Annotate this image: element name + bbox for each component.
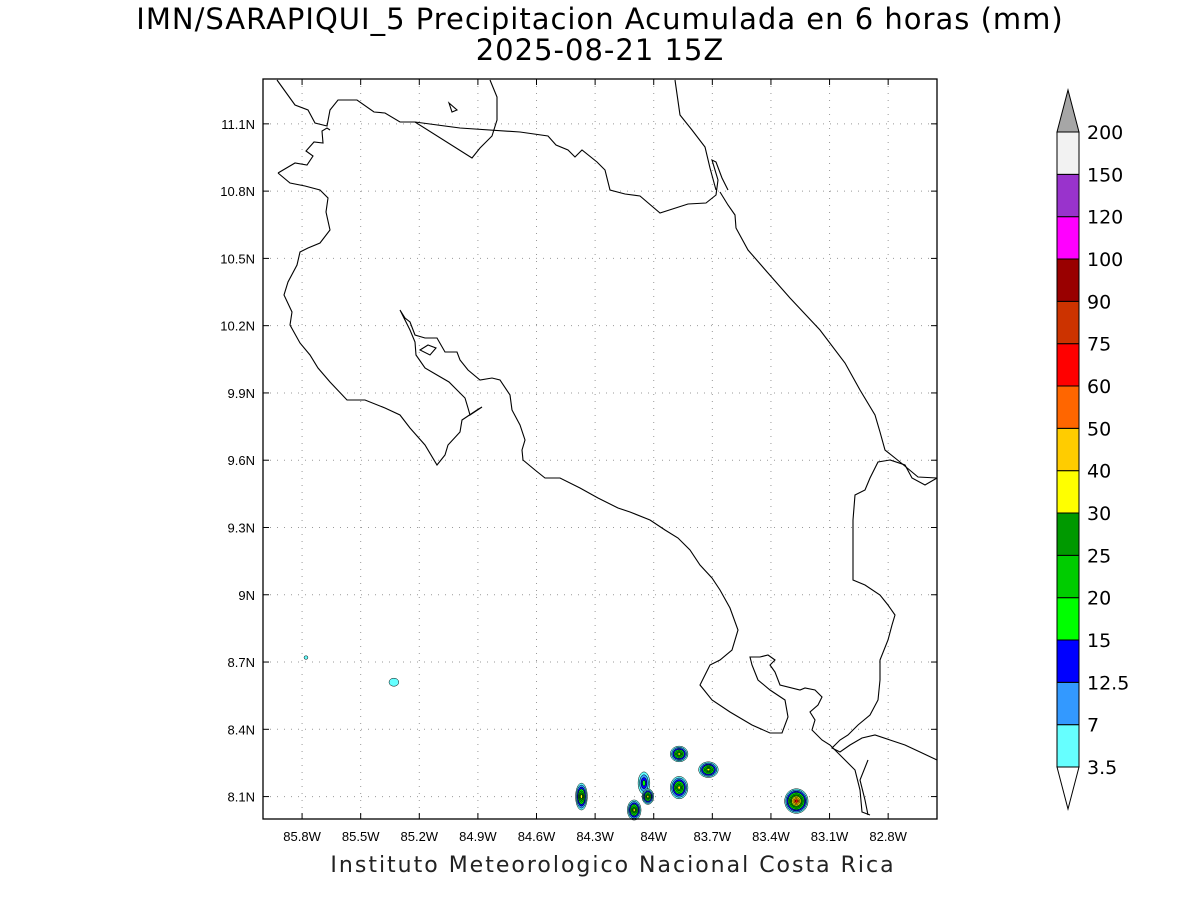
y-tick-label: 10.2N xyxy=(220,319,255,334)
panama-border xyxy=(831,459,938,761)
northern-border-caribbean-coast xyxy=(277,79,938,479)
rain-contour xyxy=(706,768,711,772)
colorbar-label: 20 xyxy=(1087,588,1111,610)
colorbar-swatch xyxy=(1056,131,1080,175)
x-tick-label: 85.5W xyxy=(342,829,380,844)
x-axis-ticks: 85.8W 85.5W 85.2W 84.9W 84.6W 84.3W 84W 83.7W 83… xyxy=(283,79,908,844)
gulf-island xyxy=(418,344,437,356)
y-tick-label: 9.9N xyxy=(228,386,255,401)
colorbar-label: 200 xyxy=(1087,122,1123,144)
colorbar-swatch xyxy=(1056,554,1080,599)
rain-cell xyxy=(698,761,719,778)
x-tick-label: 85.8W xyxy=(283,829,321,844)
x-tick-label: 84W xyxy=(640,829,667,844)
y-tick-label: 11.1N xyxy=(221,117,255,132)
y-tick-label: 8.7N xyxy=(228,655,255,670)
x-tick-label: 84.9W xyxy=(459,829,497,844)
x-tick-label: 83.7W xyxy=(694,829,732,844)
y-tick-label: 9.3N xyxy=(228,520,255,535)
rain-cell xyxy=(641,788,654,805)
rain-cell xyxy=(670,745,689,763)
colorbar-swatch xyxy=(1056,724,1080,768)
rain-contour xyxy=(794,799,798,803)
colorbar-label: 40 xyxy=(1087,461,1111,483)
colorbar-label: 7 xyxy=(1087,715,1099,737)
colorbar-swatch xyxy=(1056,258,1080,302)
colorbar-swatch xyxy=(1056,427,1080,472)
y-tick-label: 8.4N xyxy=(228,722,255,737)
colorbar-swatch xyxy=(1056,470,1080,514)
colorbar-label: 100 xyxy=(1087,249,1123,271)
rain-cell xyxy=(784,788,809,814)
y-tick-label: 10.5N xyxy=(220,251,255,266)
colorbar-label: 60 xyxy=(1087,376,1111,398)
plot-frame xyxy=(262,78,938,820)
colorbar-swatch xyxy=(1056,639,1080,683)
colorbar-label: 3.5 xyxy=(1087,757,1117,779)
chart-title: IMN/SARAPIQUI_5 Precipitacion Acumulada … xyxy=(136,2,1064,36)
rain-contour xyxy=(677,785,681,790)
rain-cell xyxy=(627,799,642,821)
rain-cell xyxy=(303,655,309,660)
x-tick-label: 83.4W xyxy=(752,829,790,844)
chart-subtitle: 2025-08-21 15Z xyxy=(475,33,725,67)
colorbar-label: 12.5 xyxy=(1087,672,1129,694)
x-tick-label: 84.3W xyxy=(576,829,614,844)
y-tick-label: 8.1N xyxy=(228,790,255,805)
rain-cell xyxy=(388,677,400,687)
y-axis-ticks: 8.1N 8.4N 8.7N 9N 9.3N 9.6N 9.9N 10.2N 10.5N 10.8… xyxy=(220,117,937,805)
colorbar-label: 75 xyxy=(1087,334,1111,356)
grid-lines xyxy=(263,79,937,819)
colorbar-label: 50 xyxy=(1087,418,1111,440)
colorbar-top-arrow xyxy=(1056,88,1080,133)
x-tick-label: 82.8W xyxy=(869,829,907,844)
pacific-coast xyxy=(277,172,871,816)
rain-contour xyxy=(632,808,636,812)
rain-contour xyxy=(303,655,309,660)
precipitation-contours xyxy=(303,655,809,821)
lake-nicaragua-shore xyxy=(276,79,498,159)
colorbar-label: 25 xyxy=(1087,545,1111,567)
coastlines xyxy=(276,79,938,816)
y-tick-label: 9N xyxy=(238,588,255,603)
x-tick-label: 83.1W xyxy=(811,829,849,844)
rain-cell xyxy=(670,776,689,800)
colorbar-swatch xyxy=(1056,681,1080,726)
rain-contour xyxy=(642,780,646,787)
rain-contour xyxy=(580,794,583,799)
colorbar-swatch xyxy=(1056,343,1080,387)
rain-contour xyxy=(677,752,681,756)
chart-title-block: IMN/SARAPIQUI_5 Precipitacion Acumulada … xyxy=(0,4,1200,66)
colorbar-label: 150 xyxy=(1087,164,1123,186)
footer-credit: Instituto Meteorologico Nacional Costa R… xyxy=(330,853,896,878)
rain-contour xyxy=(646,795,650,798)
colorbar-label: 30 xyxy=(1087,503,1111,525)
osa-coast xyxy=(859,759,869,816)
x-tick-label: 84.6W xyxy=(518,829,556,844)
rain-cell xyxy=(575,782,588,811)
colorbar-label: 120 xyxy=(1087,207,1123,229)
lake-island xyxy=(447,101,459,113)
colorbar-swatch xyxy=(1056,385,1080,429)
colorbar-label: 90 xyxy=(1087,291,1111,313)
colorbar-label: 15 xyxy=(1087,630,1111,652)
colorbar-swatch xyxy=(1056,216,1080,260)
colorbar-swatch xyxy=(1056,597,1080,641)
colorbar-swatch xyxy=(1056,173,1080,218)
y-tick-label: 10.8N xyxy=(220,184,255,199)
rain-contour xyxy=(388,677,400,687)
colorbar-swatch xyxy=(1056,512,1080,556)
colorbar-swatch xyxy=(1056,300,1080,345)
y-tick-label: 9.6N xyxy=(228,453,255,468)
x-tick-label: 85.2W xyxy=(401,829,439,844)
colorbar-bottom-arrow xyxy=(1056,766,1080,811)
